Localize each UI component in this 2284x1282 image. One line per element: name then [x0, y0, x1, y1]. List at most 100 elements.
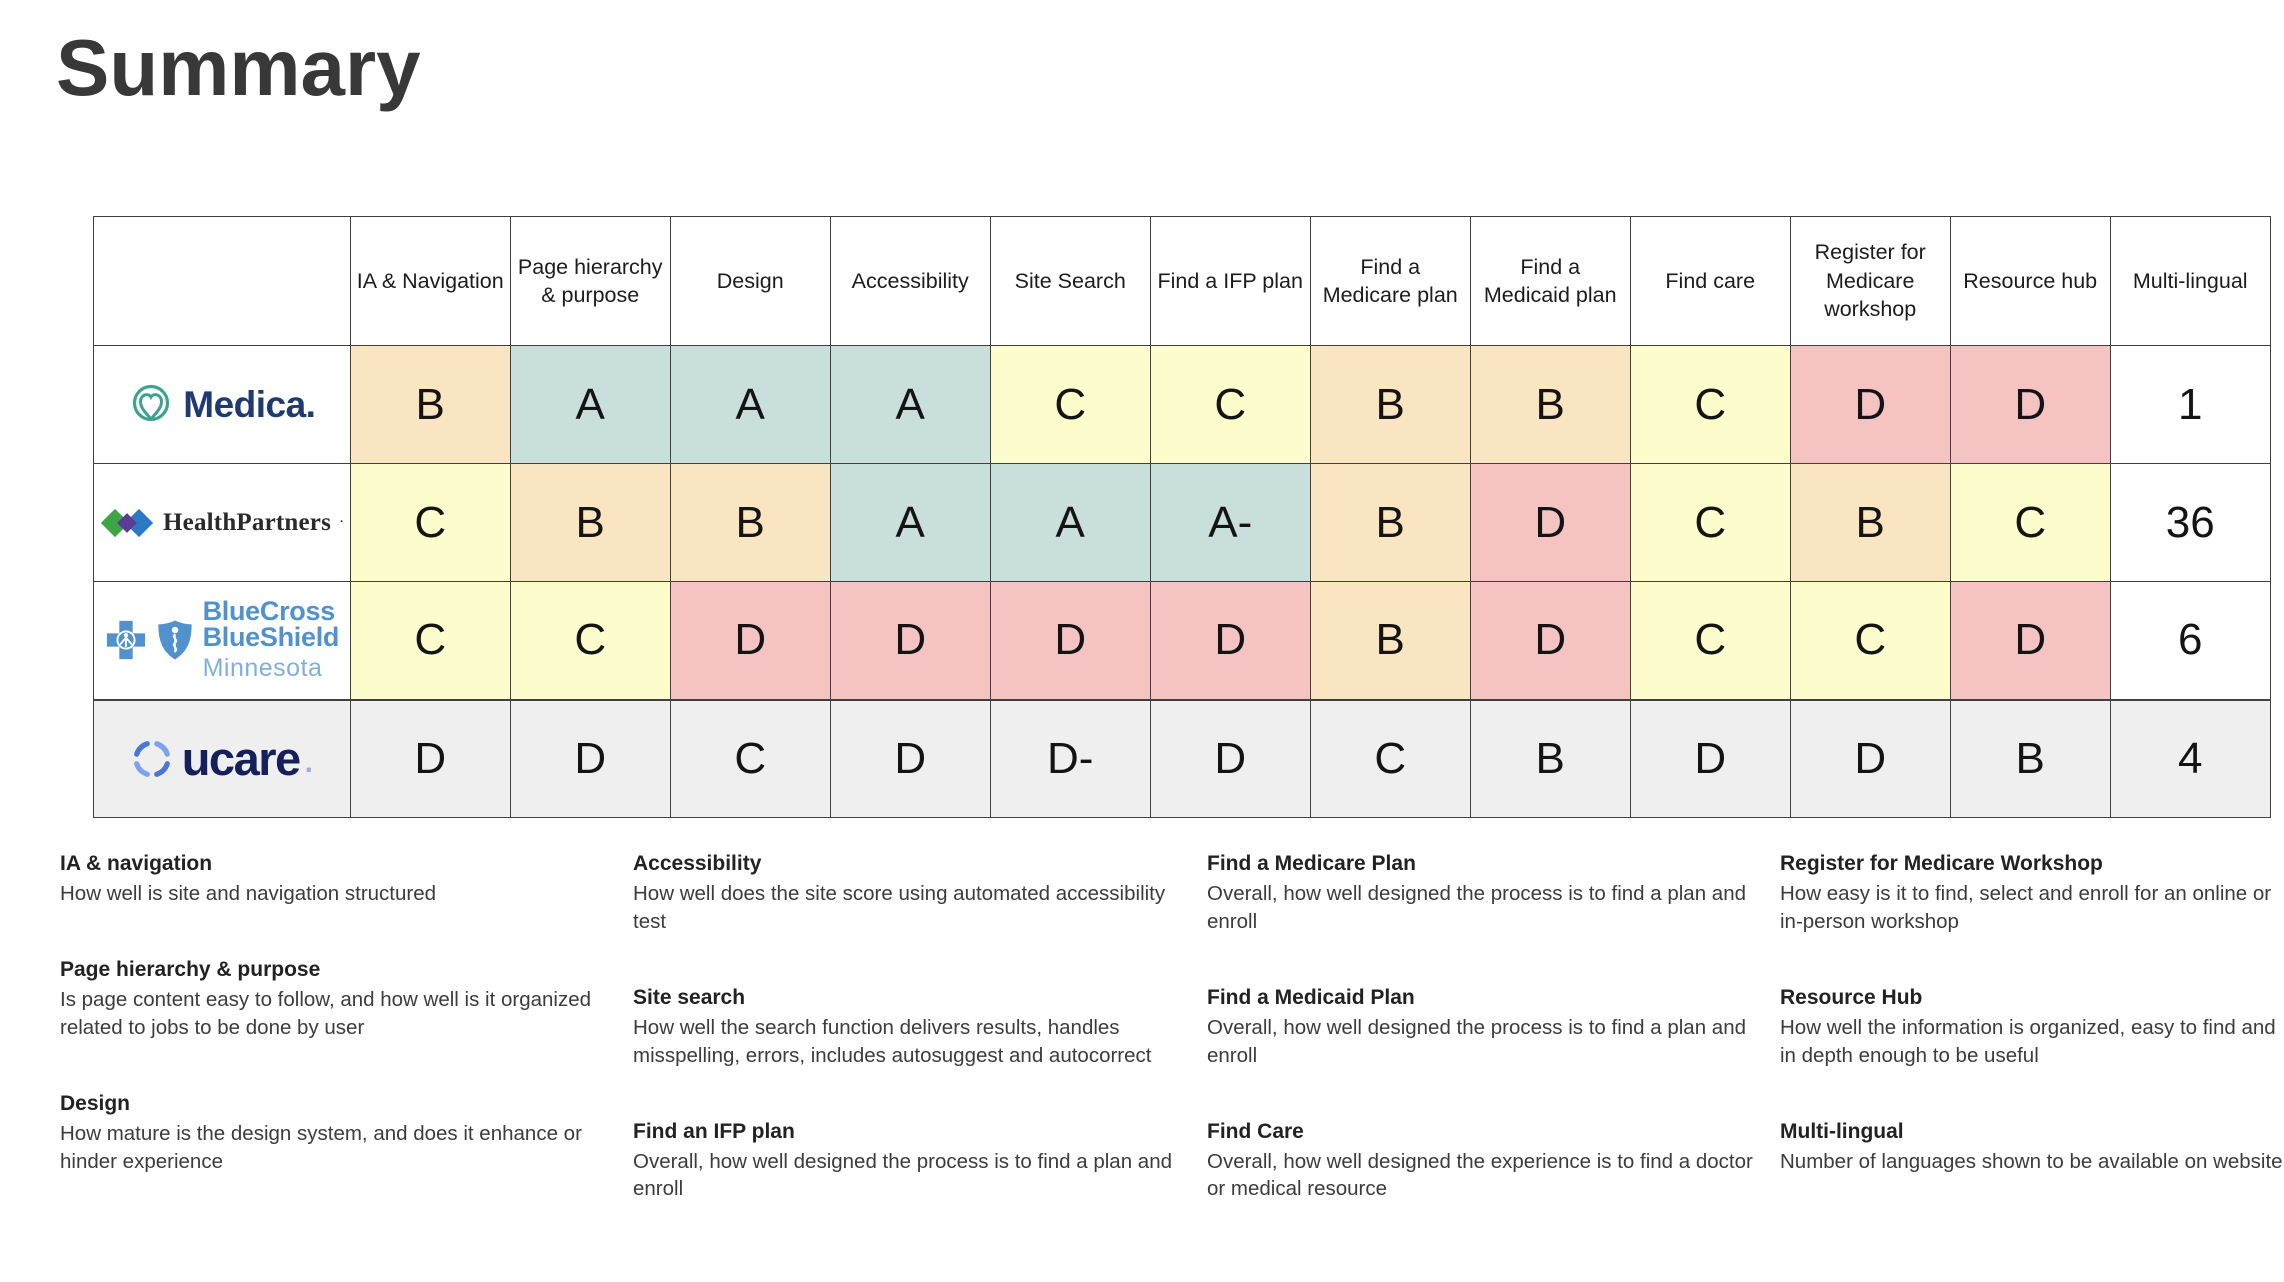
legend-entry-find-care: Find Care Overall, how well designed the…: [1207, 1120, 1755, 1204]
healthpartners-logo: HealthPartners ·: [93, 463, 351, 582]
legend-body: Overall, how well designed the process i…: [633, 1149, 1173, 1201]
grade-cell: D: [1629, 698, 1791, 818]
table-row-medica: Medica. B A A A C C B B C D D 1: [93, 345, 2271, 464]
legend-heading: IA & navigation: [60, 852, 213, 875]
column-header-find-medicaid-plan: Find a Medicaid plan: [1469, 216, 1631, 346]
legend-body: Number of languages shown to be availabl…: [1780, 1149, 2283, 1173]
grade-cell: B: [1309, 581, 1471, 700]
grade-cell: B: [1469, 698, 1631, 818]
language-count-cell: 1: [2109, 345, 2271, 464]
grade-cell: B: [669, 463, 831, 582]
ucare-dot: .: [304, 746, 313, 780]
grade-cell: C: [509, 581, 671, 700]
grade-cell: A: [829, 463, 991, 582]
medica-heart-circle-icon: [133, 384, 170, 421]
column-header-ia-navigation: IA & Navigation: [349, 216, 511, 346]
blueshield-wordmark: BlueShield: [202, 621, 340, 652]
column-header-design: Design: [669, 216, 831, 346]
legend-heading: Find a Medicaid Plan: [1207, 985, 1415, 1009]
legend-body: How well does the site score using autom…: [633, 882, 1166, 933]
legend-heading: Register for Medicare Workshop: [1780, 852, 2103, 875]
summary-grade-table: IA & Navigation Page hierarchy & purpose…: [93, 216, 2271, 818]
column-header-find-ifp-plan: Find a IFP plan: [1149, 216, 1311, 346]
grade-cell: D: [1949, 345, 2111, 464]
legend-entry-register-workshop: Register for Medicare Workshop How easy …: [1780, 852, 2284, 936]
column-header-multi-lingual: Multi-lingual: [2109, 216, 2271, 346]
grade-cell: A: [669, 345, 831, 464]
legend-column-2: Accessibility How well does the site sco…: [633, 852, 1181, 1253]
grade-cell: D: [1149, 581, 1311, 700]
legend-column-3: Find a Medicare Plan Overall, how well d…: [1207, 852, 1755, 1253]
grade-cell: D: [1149, 698, 1311, 818]
healthpartners-wordmark: HealthPartners: [163, 508, 332, 536]
grade-cell: B: [349, 345, 511, 464]
grade-cell: A: [509, 345, 671, 464]
legend-heading: Find an IFP plan: [633, 1119, 795, 1143]
bluecross-blueshield-logo: BlueCross BlueShield Minnesota: [93, 581, 351, 700]
column-header-resource-hub: Resource hub: [1949, 216, 2111, 346]
table-row-bluecross-blueshield: BlueCross BlueShield Minnesota C C D D D…: [93, 581, 2271, 700]
legend-body: Is page content easy to follow, and how …: [60, 987, 592, 1039]
grade-cell: C: [349, 581, 511, 700]
page-title: Summary: [56, 23, 421, 112]
legend-heading: Resource Hub: [1780, 985, 1923, 1009]
bluecross-wordmark: BlueCross: [202, 595, 336, 626]
grade-cell: B: [1469, 345, 1631, 464]
grade-cell: C: [1629, 581, 1791, 700]
column-header-register-workshop: Register for Medicare workshop: [1789, 216, 1951, 346]
grade-cell: A-: [1149, 463, 1311, 582]
grade-cell: C: [1149, 345, 1311, 464]
grade-cell: C: [669, 698, 831, 818]
legend-body: How well the search function delivers re…: [633, 1015, 1152, 1067]
grade-cell: B: [1789, 463, 1951, 582]
blue-cross-icon: [106, 621, 145, 660]
legend-body: Overall, how well designed the process i…: [1207, 882, 1747, 933]
grade-cell: C: [989, 345, 1151, 464]
healthpartners-diamonds-icon: [100, 508, 154, 537]
legend-body: Overall, how well designed the experienc…: [1207, 1149, 1753, 1201]
legend-heading: Find Care: [1207, 1119, 1304, 1143]
column-header-accessibility: Accessibility: [829, 216, 991, 346]
healthpartners-trademark: ·: [340, 516, 344, 528]
header-row: IA & Navigation Page hierarchy & purpose…: [93, 216, 2271, 346]
legend-entry-ia-navigation: IA & navigation How well is site and nav…: [60, 852, 608, 908]
legend-entry-find-ifp-plan: Find an IFP plan Overall, how well desig…: [633, 1120, 1181, 1204]
grade-cell: D: [829, 581, 991, 700]
blue-shield-icon: [157, 620, 192, 660]
legend-heading: Find a Medicare Plan: [1207, 852, 1416, 875]
grade-cell: C: [349, 463, 511, 582]
minnesota-wordmark: Minnesota: [202, 653, 323, 682]
legend-heading: Page hierarchy & purpose: [60, 957, 321, 981]
legend-body: How well the information is organized, e…: [1780, 1015, 2276, 1067]
grade-cell: D-: [989, 698, 1151, 818]
grade-cell: C: [1629, 463, 1791, 582]
legend-entry-find-medicaid-plan: Find a Medicaid Plan Overall, how well d…: [1207, 986, 1755, 1070]
legend-entry-find-medicare-plan: Find a Medicare Plan Overall, how well d…: [1207, 852, 1755, 936]
legend-entry-accessibility: Accessibility How well does the site sco…: [633, 852, 1181, 936]
grade-cell: D: [1949, 581, 2111, 700]
grade-cell: D: [989, 581, 1151, 700]
grade-cell: B: [1309, 463, 1471, 582]
legend-column-4: Register for Medicare Workshop How easy …: [1780, 852, 2284, 1225]
grade-cell: A: [829, 345, 991, 464]
grade-cell: C: [1629, 345, 1791, 464]
ucare-logo: ucare.: [93, 698, 351, 818]
legend-entry-design: Design How mature is the design system, …: [60, 1092, 608, 1176]
grade-cell: D: [669, 581, 831, 700]
legend-entry-page-hierarchy: Page hierarchy & purpose Is page content…: [60, 958, 608, 1042]
grade-cell: B: [1309, 345, 1471, 464]
column-header-find-medicare-plan: Find a Medicare plan: [1309, 216, 1471, 346]
ucare-spark-icon: [133, 740, 170, 777]
grade-cell: D: [1789, 345, 1951, 464]
legend-body: How well is site and navigation structur…: [60, 882, 437, 905]
column-header-page-hierarchy: Page hierarchy & purpose: [509, 216, 671, 346]
legend-heading: Design: [60, 1091, 131, 1115]
grade-cell: D: [1469, 463, 1631, 582]
legend-heading: Multi-lingual: [1780, 1119, 1904, 1143]
grade-cell: D: [1789, 698, 1951, 818]
medica-wordmark: Medica.: [183, 383, 316, 425]
language-count-cell: 36: [2109, 463, 2271, 582]
grade-cell: B: [509, 463, 671, 582]
table-row-healthpartners: HealthPartners · C B B A A A- B D C B C 3…: [93, 463, 2271, 582]
grade-cell: D: [509, 698, 671, 818]
